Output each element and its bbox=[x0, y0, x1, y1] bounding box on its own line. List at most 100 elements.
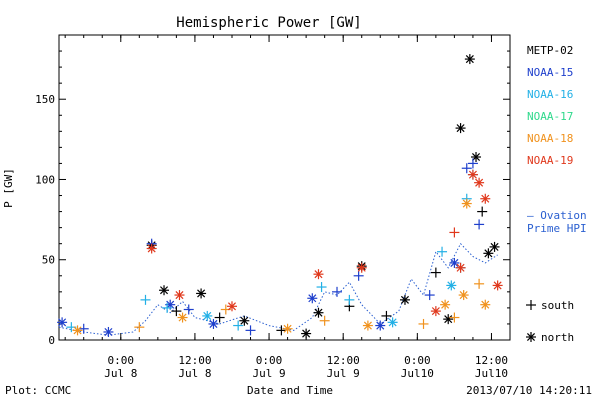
data-points bbox=[57, 54, 503, 339]
marker-legend-south: south bbox=[541, 299, 574, 312]
legend: METP-02 NOAA-15 NOAA-16 NOAA-17 NOAA-18 NOAA-… bbox=[526, 44, 587, 344]
north-marker bbox=[455, 123, 466, 134]
y-tick-label: 150 bbox=[35, 93, 55, 106]
north-marker bbox=[313, 307, 324, 318]
north-marker bbox=[455, 262, 466, 273]
south-marker bbox=[526, 300, 536, 310]
south-marker bbox=[467, 158, 478, 169]
north-marker bbox=[483, 248, 494, 259]
series-noaa-15 bbox=[57, 158, 485, 337]
south-marker bbox=[78, 323, 89, 334]
x-tick-label-date: Jul 9 bbox=[252, 367, 285, 380]
south-marker bbox=[449, 312, 460, 323]
north-marker bbox=[196, 288, 207, 299]
x-tick-label-time: 0:00 bbox=[256, 354, 283, 367]
north-marker bbox=[446, 280, 457, 291]
north-marker bbox=[208, 318, 219, 329]
north-marker bbox=[489, 241, 500, 252]
x-tick-label-time: 12:00 bbox=[178, 354, 211, 367]
south-marker bbox=[424, 290, 435, 301]
x-tick-label-date: Jul10 bbox=[401, 367, 434, 380]
north-marker bbox=[399, 294, 410, 305]
plot-credit: Plot: CCMC bbox=[5, 384, 71, 397]
north-marker bbox=[375, 320, 386, 331]
legend-entry: NOAA-19 bbox=[527, 154, 573, 167]
north-marker bbox=[103, 326, 114, 337]
y-tick-label: 100 bbox=[35, 173, 55, 186]
ovation-hpi-line bbox=[58, 242, 498, 336]
north-marker bbox=[146, 243, 157, 254]
north-marker bbox=[72, 325, 83, 336]
x-tick-label-date: Jul 8 bbox=[104, 367, 137, 380]
ovation-legend-line1: — Ovation bbox=[527, 209, 587, 222]
north-marker bbox=[461, 198, 472, 209]
south-marker bbox=[233, 320, 244, 331]
north-marker bbox=[239, 315, 250, 326]
north-marker bbox=[464, 54, 475, 65]
x-tick-label-time: 12:00 bbox=[475, 354, 508, 367]
legend-entry: METP-02 bbox=[527, 44, 573, 57]
south-marker bbox=[449, 227, 460, 238]
north-marker bbox=[174, 290, 185, 301]
south-marker bbox=[171, 306, 182, 317]
south-marker bbox=[353, 270, 364, 281]
north-marker bbox=[356, 262, 367, 273]
north-marker bbox=[362, 320, 373, 331]
south-marker bbox=[276, 325, 287, 336]
x-tick-label-time: 12:00 bbox=[327, 354, 360, 367]
x-tick-label-date: Jul10 bbox=[475, 367, 508, 380]
north-marker bbox=[440, 299, 451, 310]
north-marker bbox=[307, 293, 318, 304]
north-marker bbox=[480, 193, 491, 204]
south-marker bbox=[162, 302, 173, 313]
south-marker bbox=[344, 294, 355, 305]
x-tick-label-date: Jul 8 bbox=[178, 367, 211, 380]
north-marker bbox=[159, 285, 170, 296]
y-tick-label: 50 bbox=[42, 254, 55, 267]
x-tick-label-time: 0:00 bbox=[404, 354, 431, 367]
north-marker bbox=[526, 332, 536, 342]
north-marker bbox=[449, 257, 460, 268]
ovation-legend-line2: Prime HPI bbox=[527, 222, 587, 235]
south-marker bbox=[134, 322, 145, 333]
south-marker bbox=[437, 246, 448, 257]
south-marker bbox=[477, 206, 488, 217]
south-marker bbox=[430, 267, 441, 278]
north-marker bbox=[467, 169, 478, 180]
x-axis-label: Date and Time bbox=[247, 384, 333, 397]
north-marker bbox=[430, 306, 441, 317]
series-noaa-16 bbox=[66, 169, 478, 333]
north-marker bbox=[471, 152, 482, 162]
x-tick-label-time: 0:00 bbox=[108, 354, 135, 367]
legend-entry: NOAA-18 bbox=[527, 132, 573, 145]
series-noaa-19 bbox=[146, 169, 503, 317]
north-marker bbox=[177, 312, 188, 323]
north-marker bbox=[57, 317, 68, 328]
legend-entry: NOAA-17 bbox=[527, 110, 573, 123]
south-marker bbox=[214, 312, 225, 323]
legend-entry: NOAA-15 bbox=[527, 66, 573, 79]
north-marker bbox=[282, 323, 293, 334]
north-marker bbox=[458, 290, 469, 301]
north-marker bbox=[443, 314, 454, 325]
north-marker bbox=[474, 177, 485, 188]
south-marker bbox=[319, 315, 330, 326]
y-axis-label: P [GW] bbox=[2, 168, 15, 208]
south-marker bbox=[332, 286, 343, 297]
legend-entry: NOAA-16 bbox=[527, 88, 573, 101]
x-tick-label-date: Jul 9 bbox=[327, 367, 360, 380]
south-marker bbox=[140, 294, 151, 305]
north-marker bbox=[301, 328, 312, 339]
north-marker bbox=[202, 310, 213, 321]
y-tick-label: 0 bbox=[48, 334, 55, 347]
north-marker bbox=[480, 299, 491, 310]
plot-frame bbox=[58, 34, 511, 341]
north-marker bbox=[226, 301, 237, 312]
north-marker bbox=[313, 269, 324, 280]
north-marker bbox=[387, 317, 398, 328]
plot-timestamp: 2013/07/10 14:20:11 bbox=[466, 384, 592, 397]
y-axis-ticks: 0 50 100 150 bbox=[35, 50, 510, 347]
south-marker bbox=[381, 310, 392, 321]
